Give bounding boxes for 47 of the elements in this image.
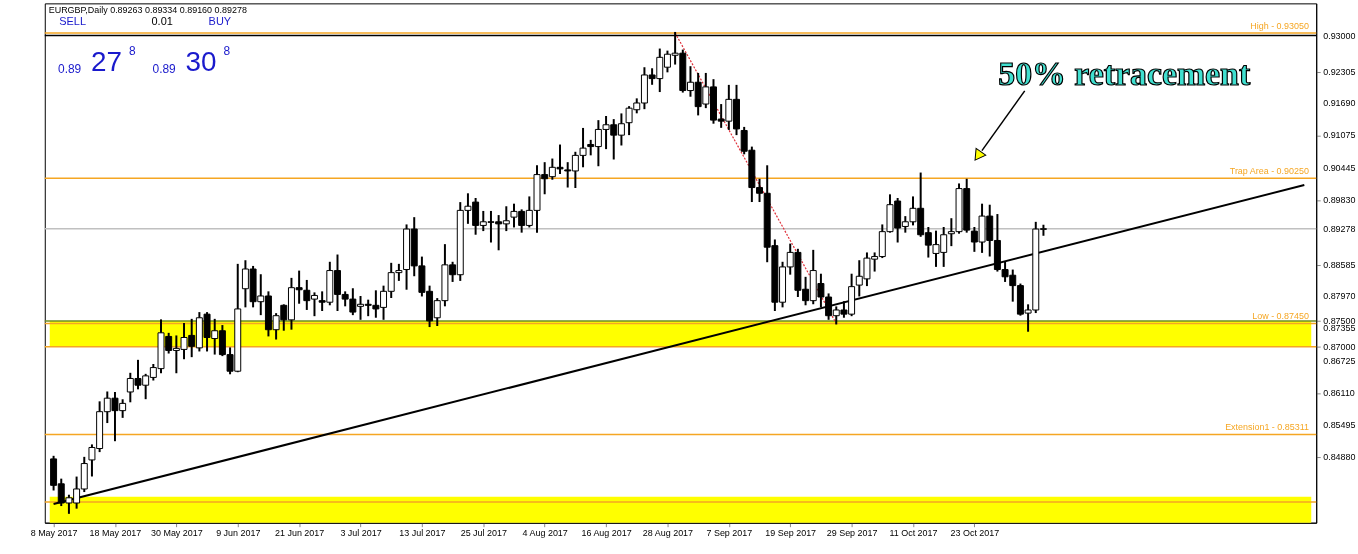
y-tick-label: 0.87970: [1323, 291, 1356, 302]
x-tick-label: 7 Sep 2017: [706, 528, 753, 539]
annotation: 0.89: [152, 62, 177, 77]
annotation: 27: [90, 46, 122, 78]
y-tick-label: 0.89830: [1323, 194, 1356, 205]
y-tick-label: 0.91690: [1323, 98, 1356, 109]
chart-title: EURGBP,Daily 0.89263 0.89334 0.89160 0.89278: [48, 5, 247, 16]
annotation: 0.89: [58, 62, 82, 77]
y-tick-label: 0.90445: [1323, 163, 1356, 174]
y-tick-label: 0.87000: [1323, 341, 1356, 352]
x-tick-label: 9 Jun 2017: [216, 528, 261, 539]
annotation: BUY: [208, 15, 232, 28]
x-tick-label: 11 Oct 2017: [889, 528, 938, 539]
annotation: 8: [223, 44, 231, 59]
y-tick-label: 0.91075: [1323, 130, 1356, 141]
x-tick-label: 25 Jul 2017: [460, 528, 507, 539]
y-tick-label: 0.87355: [1323, 323, 1356, 334]
y-tick-label: 0.87500: [1323, 315, 1356, 326]
x-tick-label: 30 May 2017: [151, 528, 203, 539]
y-tick-label: 0.89278: [1323, 223, 1356, 234]
x-tick-label: 18 May 2017: [89, 528, 142, 539]
x-tick-label: 29 Sep 2017: [826, 528, 878, 539]
y-tick-label: 0.84880: [1323, 451, 1356, 462]
x-tick-label: 16 Aug 2017: [581, 528, 632, 539]
annotation: 0.01: [151, 15, 173, 28]
y-tick-label: 0.85495: [1323, 419, 1356, 430]
x-tick-label: 21 Jun 2017: [275, 528, 325, 539]
x-tick-label: 19 Sep 2017: [765, 528, 817, 539]
x-tick-label: 4 Aug 2017: [522, 528, 568, 539]
y-tick-label: 0.86110: [1323, 387, 1355, 398]
y-tick-label: 0.88585: [1323, 259, 1356, 270]
y-tick-label: 0.93000: [1323, 30, 1356, 41]
ref-line-label: Trap Area - 0.90250: [1229, 166, 1309, 177]
x-tick-label: 23 Oct 2017: [950, 528, 1000, 539]
annotation: 30: [185, 46, 217, 78]
ref-line-label: High - 0.93050: [1250, 20, 1309, 31]
x-tick-label: 8 May 2017: [30, 528, 78, 539]
y-tick-label: 0.92305: [1323, 66, 1356, 77]
annotation: 8: [129, 44, 136, 59]
annotation: 50% retracement: [998, 54, 1251, 92]
ref-line-label: Low - 0.87450: [1252, 311, 1309, 322]
ref-line-label: Extension1 - 0.85311: [1225, 422, 1309, 433]
x-tick-label: 3 Jul 2017: [340, 528, 382, 539]
x-tick-label: 28 Aug 2017: [642, 528, 694, 539]
y-tick-label: 0.86725: [1323, 356, 1356, 367]
annotation: SELL: [59, 15, 87, 28]
x-tick-label: 13 Jul 2017: [399, 528, 446, 539]
